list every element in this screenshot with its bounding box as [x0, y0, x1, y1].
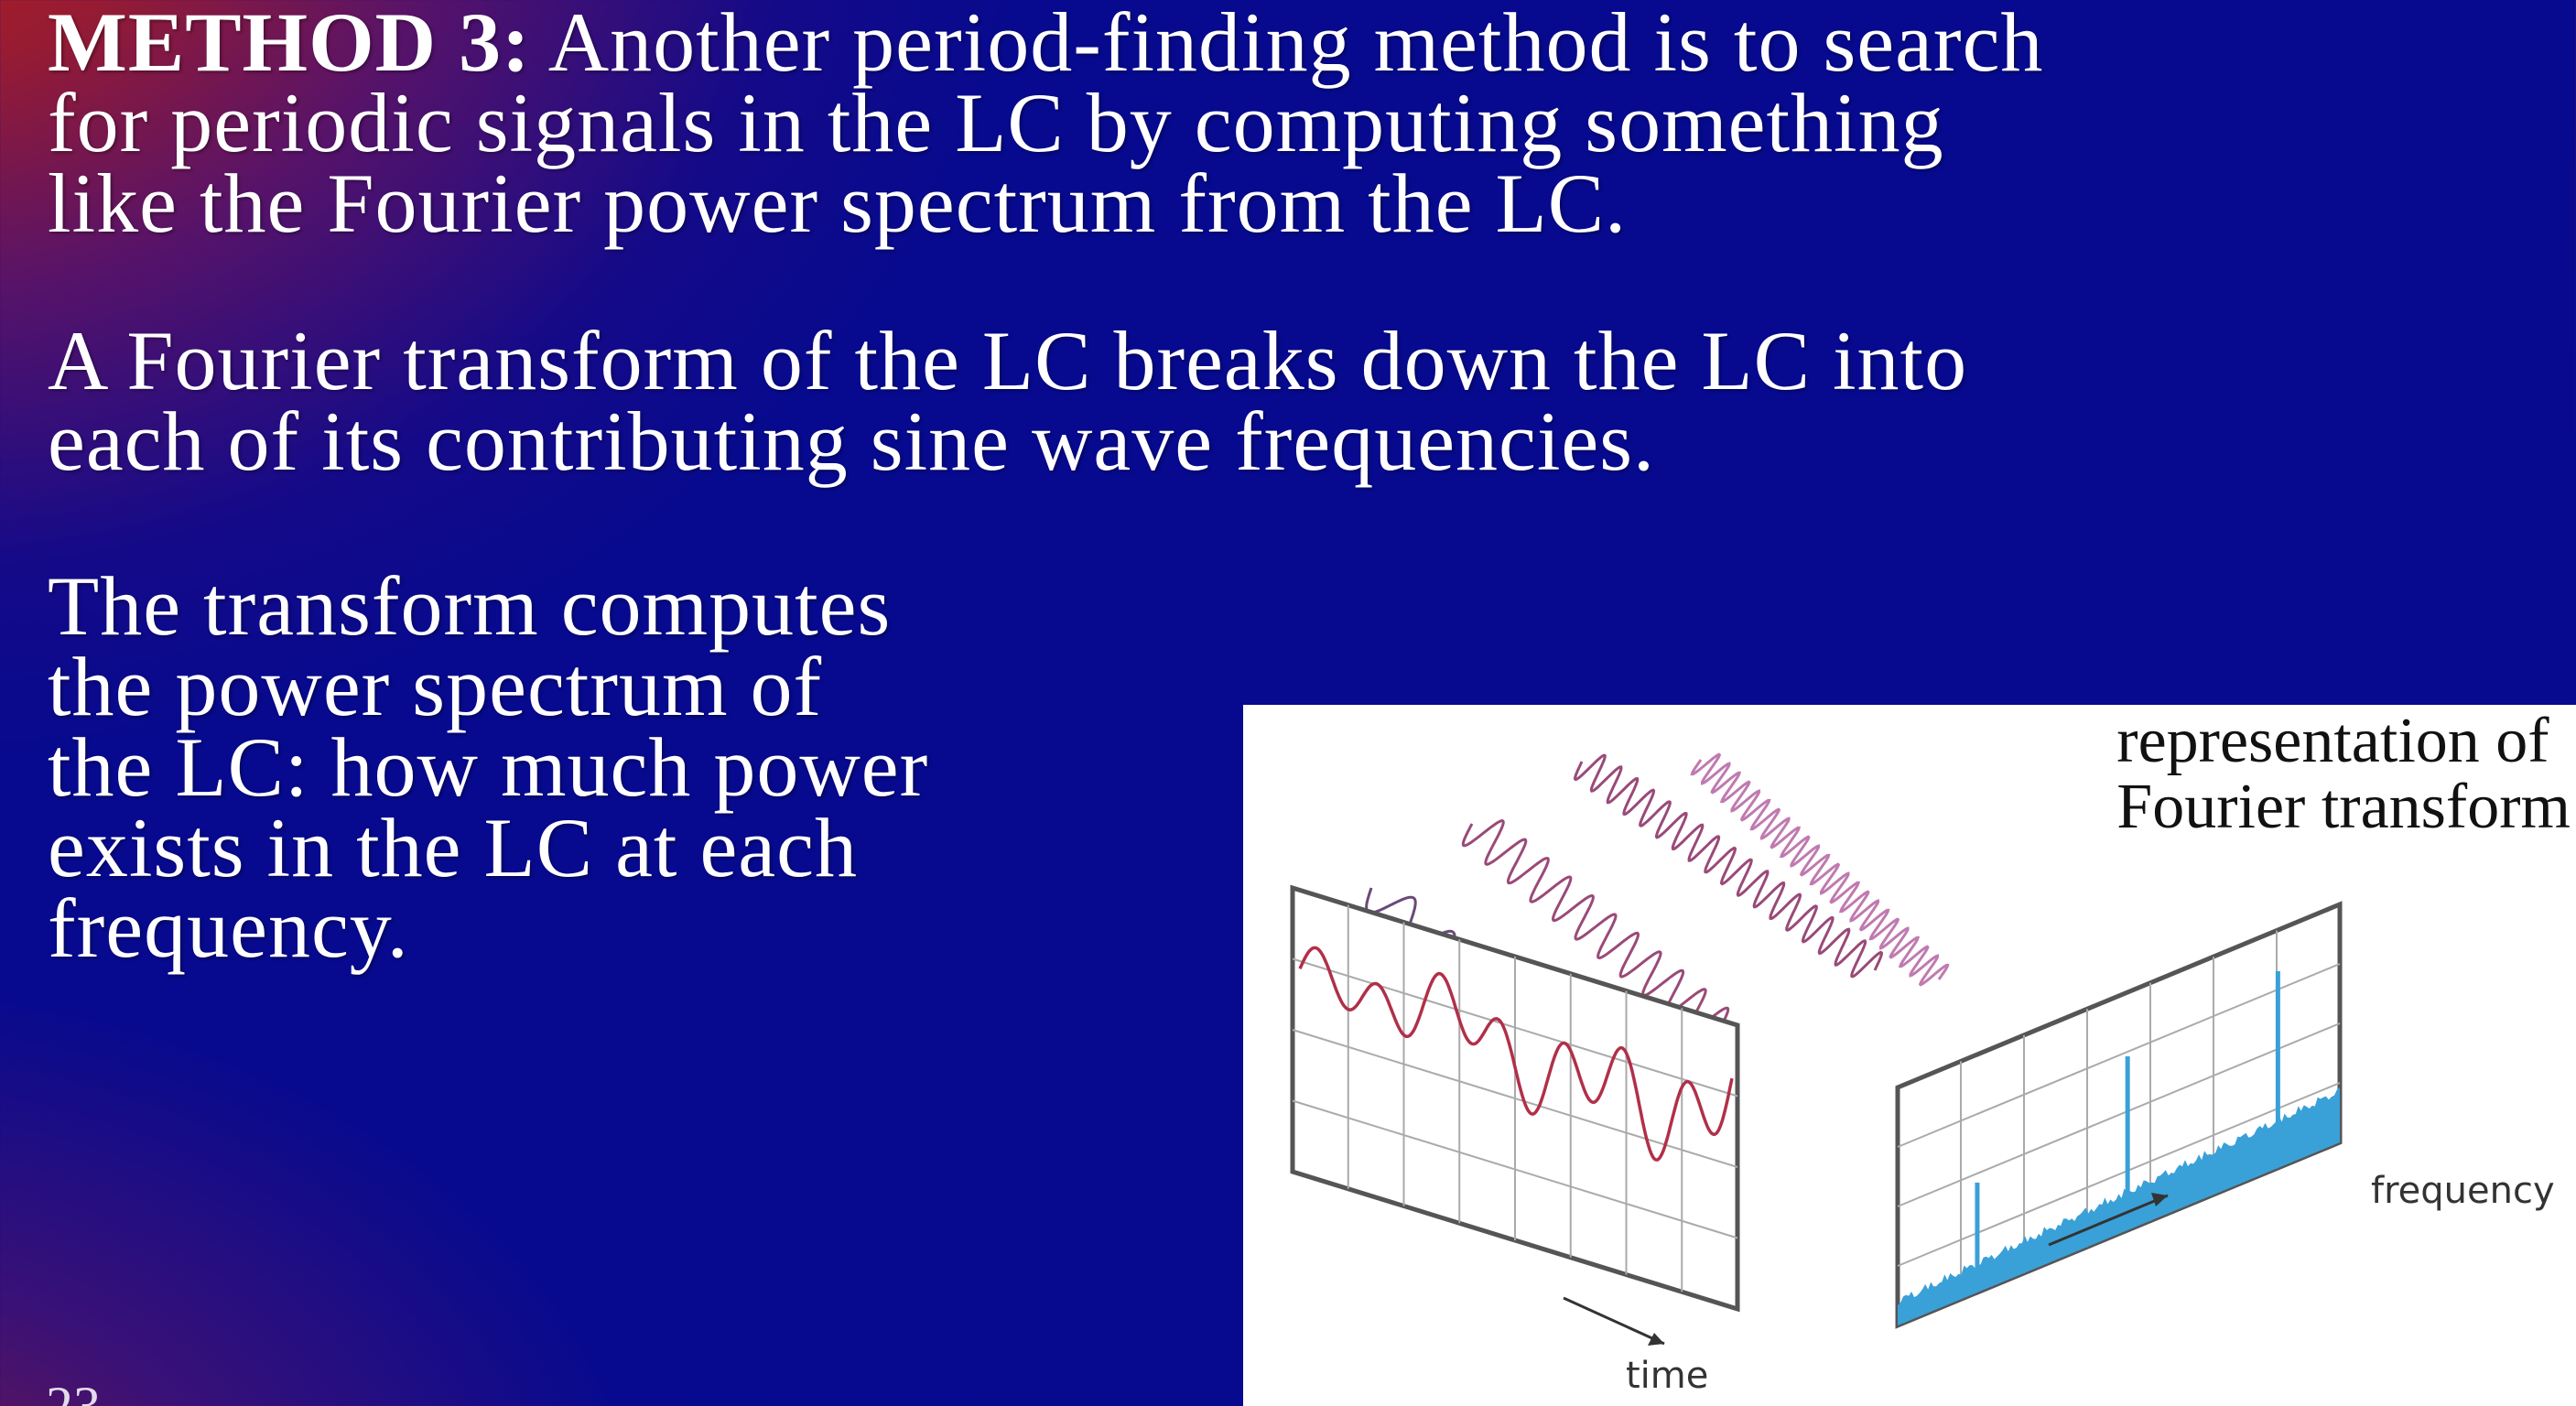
- sine-wave-component: [1690, 752, 1950, 987]
- method-line-1: METHOD 3: Another period-finding method …: [48, 0, 2043, 84]
- figure-caption-line-1: representation of: [2116, 706, 2549, 776]
- method-line-3: like the Fourier power spectrum from the…: [48, 157, 1628, 250]
- power-spectrum-paragraph: The transform computes the power spectru…: [48, 559, 929, 975]
- fourier-diagram: [1290, 752, 2343, 1346]
- frequency-grid-line: [1897, 1022, 2341, 1207]
- power-line-2: the power spectrum of: [48, 640, 823, 733]
- power-line-1: The transform computes: [48, 559, 892, 653]
- frequency-arrow: [2048, 1193, 2169, 1247]
- time-arrow: [1563, 1296, 1665, 1346]
- time-axis-label: time: [1626, 1355, 1709, 1397]
- time-grid-line: [1292, 957, 1738, 1098]
- frequency-axis-label: frequency: [2371, 1170, 2555, 1212]
- method-line-1-text: Another period-finding method is to sear…: [530, 0, 2044, 89]
- power-line-5: frequency.: [48, 881, 409, 975]
- time-grid-line: [1292, 1099, 1738, 1239]
- method-label: METHOD 3:: [48, 0, 531, 89]
- frequency-grid-line: [1897, 1082, 2341, 1267]
- time-domain-signal: [1298, 946, 1734, 1162]
- time-panel-grid: [1292, 904, 1738, 1292]
- figure-caption-line-2: Fourier transform: [2116, 772, 2571, 842]
- power-spectrum: [1898, 1087, 2340, 1325]
- fourier-paragraph: A Fourier transform of the LC breaks dow…: [48, 314, 1968, 488]
- power-line-3: the LC: how much power: [48, 720, 929, 814]
- slide-number: 23: [46, 1376, 101, 1406]
- spectrum-peaks: [1975, 971, 2280, 1274]
- fourier-line-2: each of its contributing sine wave frequ…: [48, 395, 1656, 488]
- frequency-domain-panel: [1895, 901, 2343, 1329]
- power-line-4: exists in the LC at each: [48, 801, 858, 894]
- method-paragraph: METHOD 3: Another period-finding method …: [48, 0, 2043, 250]
- fourier-line-1: A Fourier transform of the LC breaks dow…: [48, 314, 1968, 407]
- sine-wave-component: [1573, 753, 1884, 979]
- method-line-2: for periodic signals in the LC by comput…: [48, 76, 1944, 169]
- frequency-grid-line: [1897, 963, 2341, 1148]
- figure-caption: representation of Fourier transform: [2116, 708, 2571, 840]
- time-grid-line: [1292, 1029, 1738, 1168]
- time-domain-panel: [1290, 884, 1740, 1313]
- fourier-transform-figure: representation of Fourier transform time…: [1243, 705, 2576, 1406]
